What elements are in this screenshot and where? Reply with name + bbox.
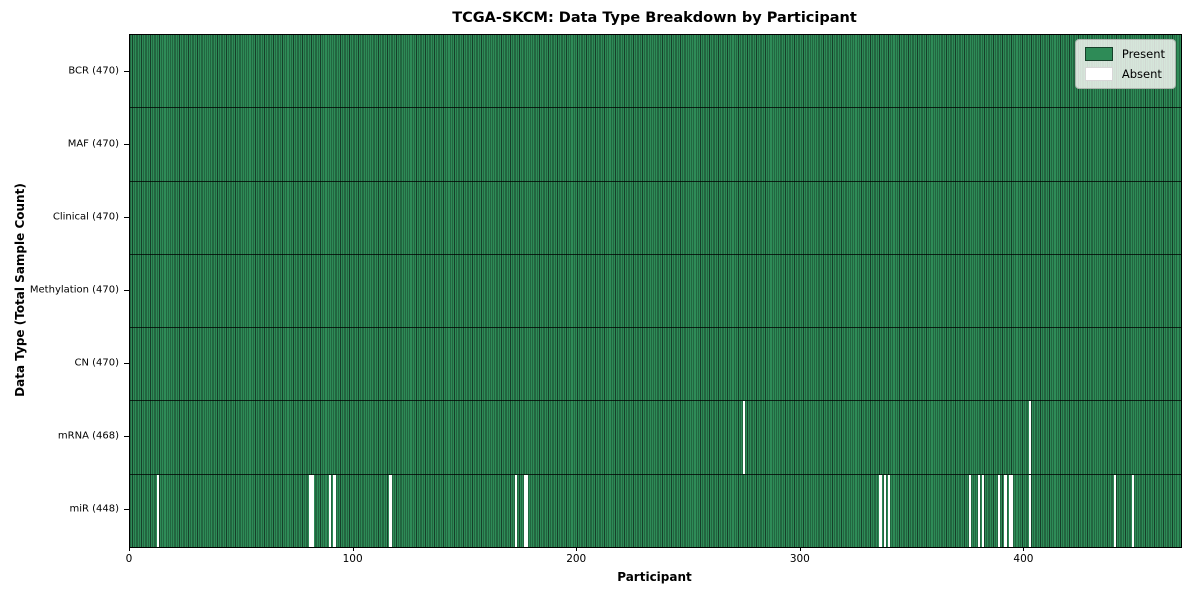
- absent-stripe-miR-91: [333, 474, 336, 547]
- ytick-label-Methylation: Methylation (470): [29, 284, 119, 296]
- absent-stripe-miR-81: [311, 474, 314, 547]
- absent-stripe-miR-337: [883, 474, 886, 547]
- xtick-label-300: 300: [789, 553, 810, 565]
- absent-stripe-miR-448: [1131, 474, 1135, 547]
- absent-stripe-miR-335: [879, 474, 882, 547]
- absent-stripe-miR-116: [389, 474, 392, 547]
- plot-area: Present Absent: [129, 34, 1182, 548]
- ytick-label-CN: CN (470): [74, 357, 119, 369]
- absent-stripe-miR-176: [523, 474, 526, 547]
- ytick-label-BCR: BCR (470): [68, 65, 119, 77]
- absent-stripe-miR-80: [308, 474, 312, 547]
- chart-title: TCGA-SKCM: Data Type Breakdown by Partic…: [452, 10, 857, 26]
- legend-item-absent: Absent: [1084, 67, 1165, 81]
- absent-stripe-miR-379: [977, 474, 980, 547]
- ytick-label-mRNA: mRNA (468): [57, 430, 119, 442]
- ytick-mark-MAF: [124, 143, 129, 145]
- ytick-mark-BCR: [124, 70, 129, 72]
- row-miR: [130, 473, 1181, 547]
- row-Clinical: [130, 180, 1181, 254]
- ytick-mark-miR: [124, 509, 129, 511]
- absent-stripe-mRNA-274: [742, 401, 746, 474]
- ytick-mark-CN: [124, 363, 129, 365]
- xtick-mark-100: [352, 547, 354, 551]
- xtick-mark-400: [1023, 547, 1025, 551]
- ytick-mark-Methylation: [124, 290, 129, 291]
- ytick-label-Clinical: Clinical (470): [52, 211, 119, 223]
- absent-stripe-miR-89: [329, 474, 332, 547]
- row-Methylation: [130, 253, 1181, 328]
- absent-stripe-miR-375: [968, 474, 971, 547]
- legend-label-absent: Absent: [1121, 67, 1162, 81]
- absent-stripe-miR-391: [1004, 474, 1007, 547]
- row-MAF: [130, 107, 1181, 181]
- legend-item-present: Present: [1084, 47, 1165, 61]
- absent-stripe-miR-12: [156, 474, 160, 547]
- xtick-label-400: 400: [1013, 553, 1034, 565]
- legend: Present Absent: [1074, 39, 1176, 89]
- xtick-mark-200: [576, 547, 578, 551]
- absent-stripe-mRNA-402: [1028, 401, 1032, 474]
- ytick-mark-mRNA: [124, 436, 129, 438]
- absent-swatch: [1084, 67, 1113, 81]
- legend-label-present: Present: [1121, 47, 1165, 61]
- xtick-label-0: 0: [125, 553, 133, 565]
- ytick-label-MAF: MAF (470): [67, 138, 119, 150]
- y-axis-label: Data Type (Total Sample Count): [13, 183, 27, 397]
- absent-stripe-miR-172: [514, 474, 518, 547]
- absent-stripe-miR-393: [1008, 474, 1012, 547]
- absent-stripe-miR-388: [997, 474, 1001, 547]
- absent-stripe-miR-394: [1011, 474, 1014, 547]
- x-axis-label: Participant: [617, 570, 692, 584]
- xtick-mark-0: [129, 547, 130, 551]
- present-swatch: [1084, 47, 1113, 61]
- absent-stripe-miR-381: [981, 474, 985, 547]
- xtick-label-200: 200: [566, 553, 587, 565]
- ytick-label-miR: miR (448): [69, 503, 119, 515]
- absent-stripe-miR-440: [1113, 474, 1117, 547]
- absent-stripe-miR-339: [888, 474, 891, 547]
- row-BCR: [130, 35, 1181, 108]
- xtick-mark-300: [799, 547, 801, 551]
- ytick-mark-Clinical: [124, 216, 129, 218]
- absent-stripe-miR-402: [1028, 474, 1032, 547]
- absent-stripe-miR-177: [525, 474, 529, 547]
- row-CN: [130, 327, 1181, 401]
- row-mRNA: [130, 400, 1181, 474]
- xtick-label-100: 100: [342, 553, 363, 565]
